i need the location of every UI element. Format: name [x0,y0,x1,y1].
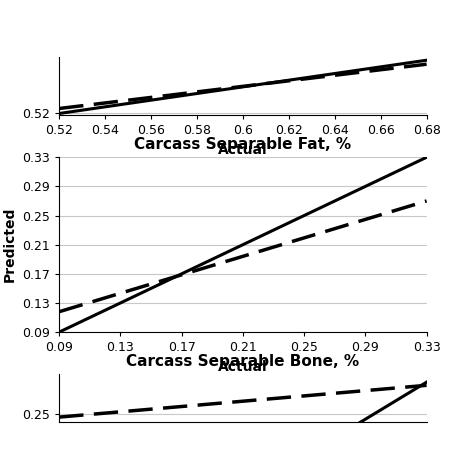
X-axis label: Actual: Actual [218,143,268,157]
X-axis label: Actual: Actual [218,360,268,374]
Y-axis label: Predicted: Predicted [3,207,17,283]
Title: Carcass Separable Fat, %: Carcass Separable Fat, % [134,137,352,152]
Title: Carcass Separable Bone, %: Carcass Separable Bone, % [127,354,359,369]
